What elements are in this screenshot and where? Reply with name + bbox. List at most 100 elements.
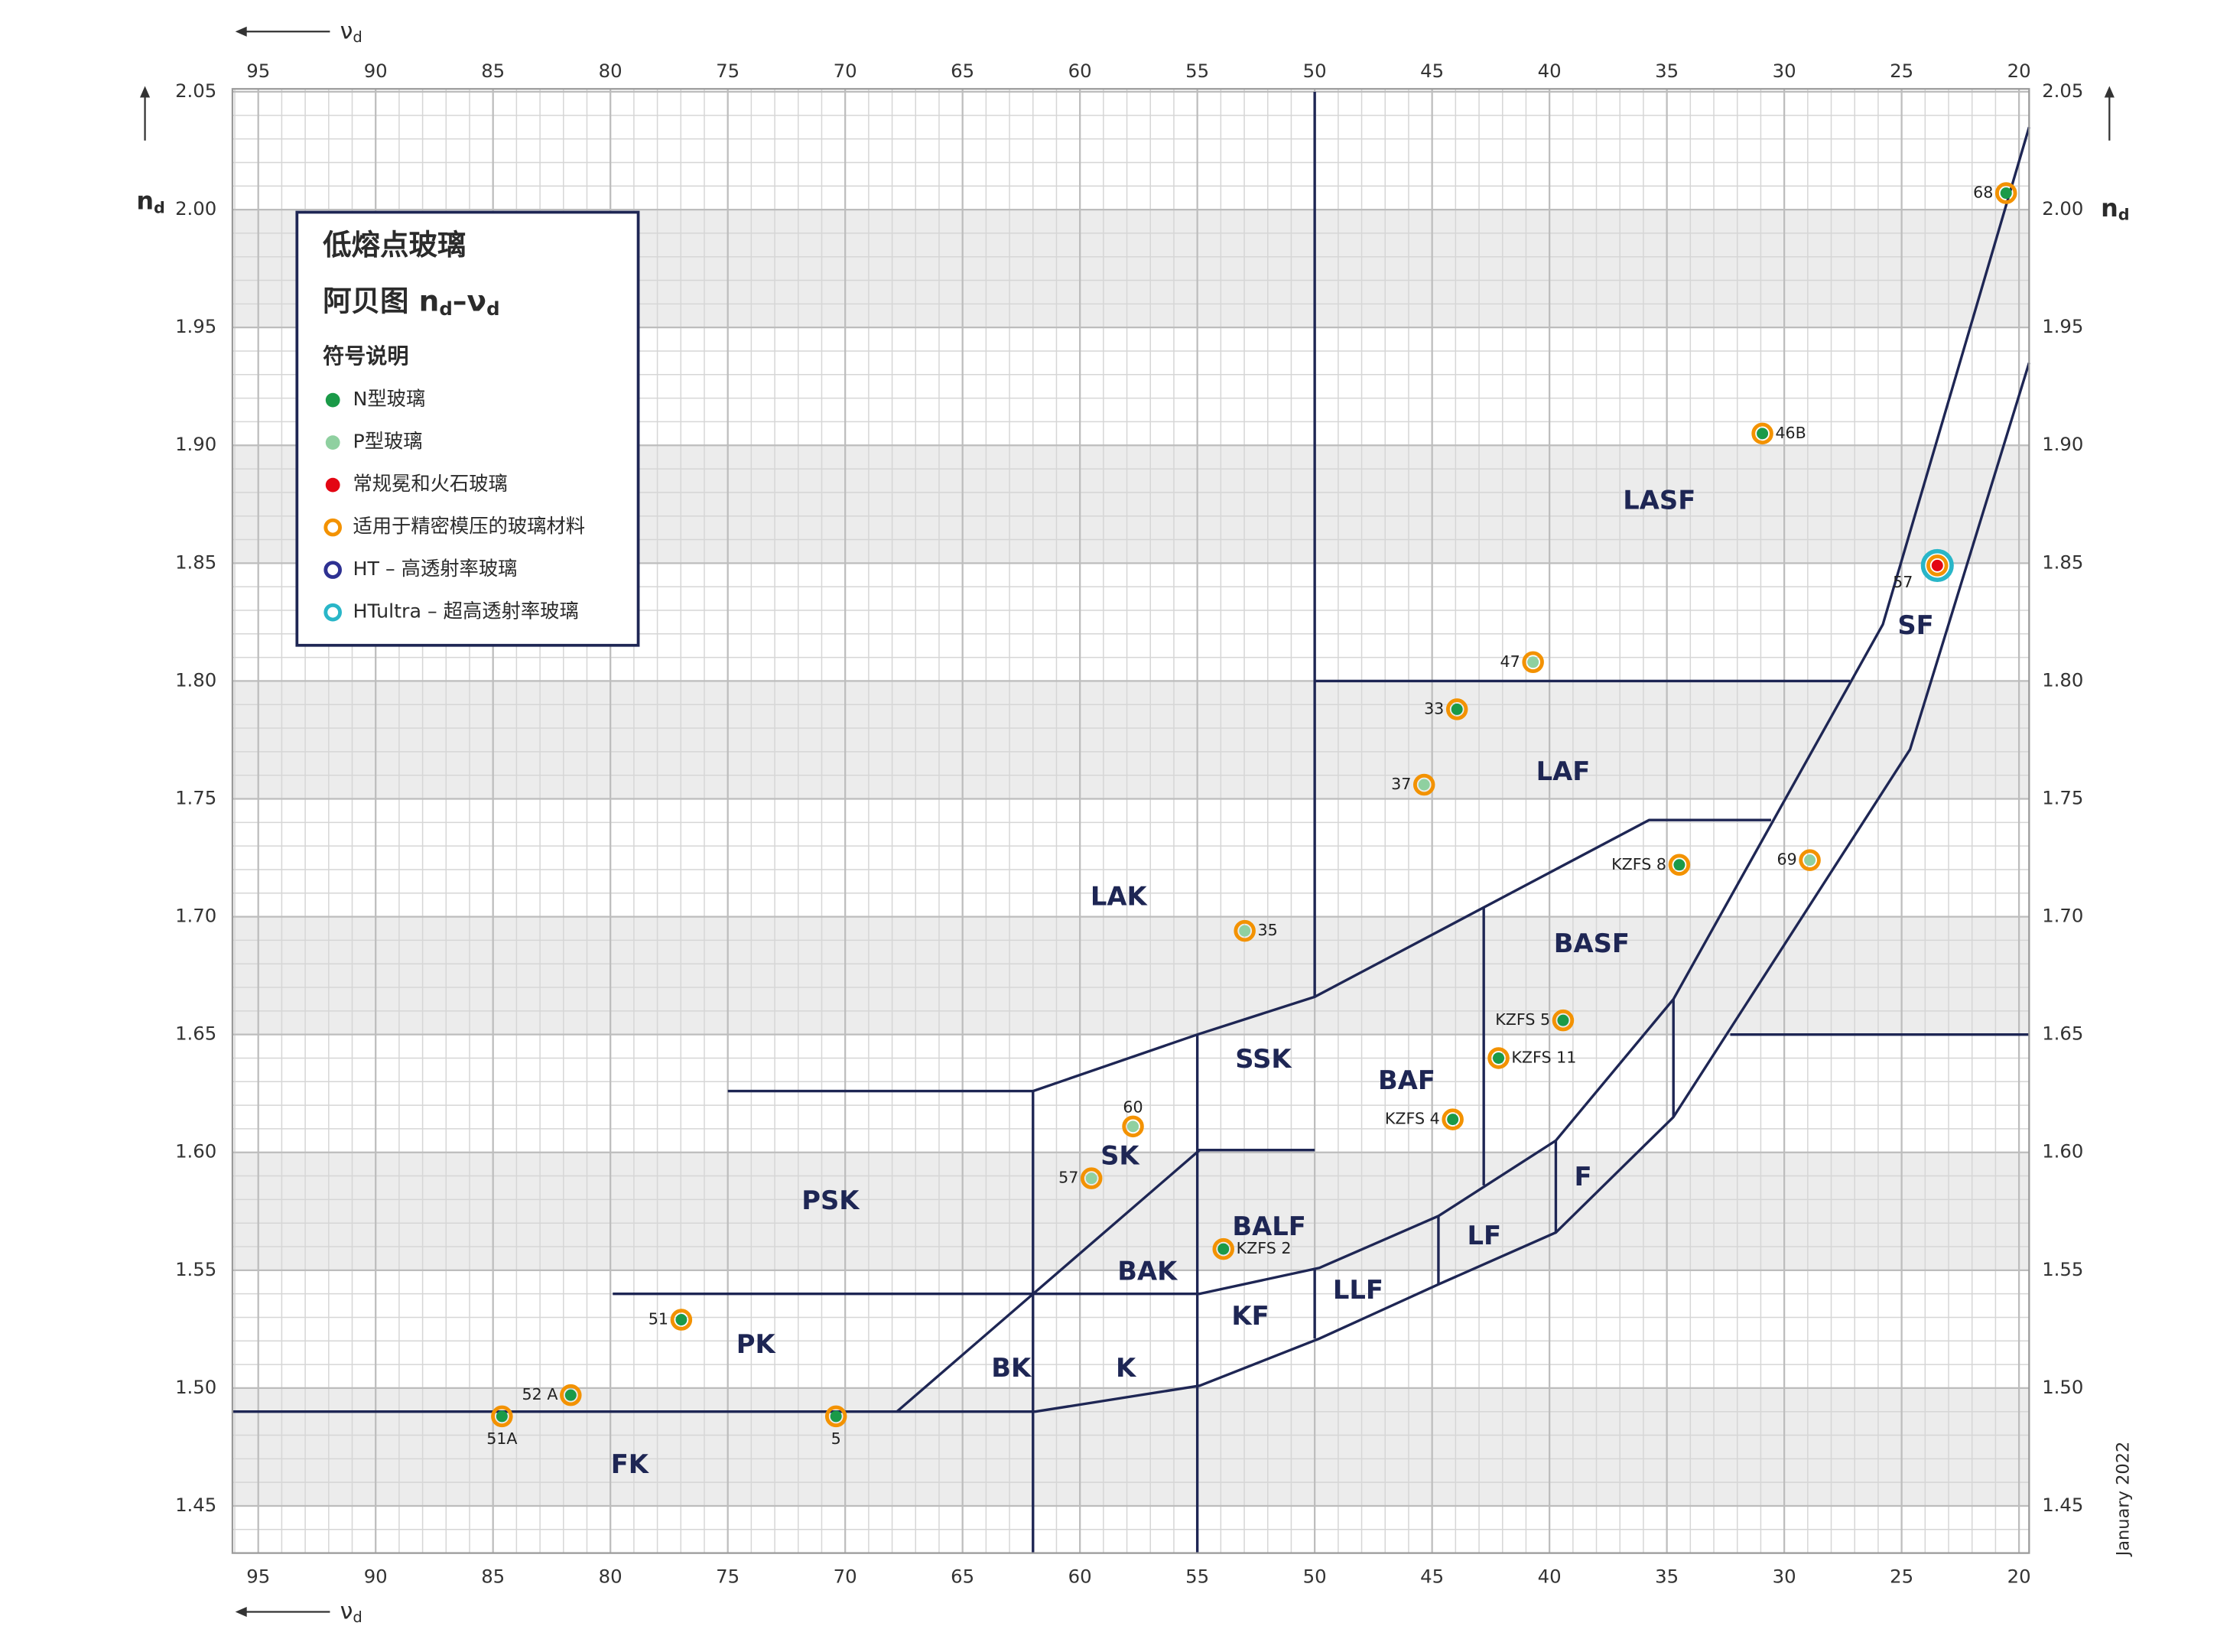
y-axis-label-part: d [154,198,165,216]
point-label: 37 [1391,775,1411,793]
point-label: KZFS 5 [1495,1010,1550,1029]
y-tick-label: 1.75 [175,786,216,808]
axes: 95 95 90 90 85 85 80 80 75 75 70 70 65 65 60 60 55 55 50 50… [136,18,2133,1626]
point [1217,1243,1230,1255]
region-label: FK [611,1449,650,1479]
region-label: PK [736,1329,777,1359]
point-ring [824,1405,847,1428]
x-tick-label: 80 [599,1566,623,1588]
axis-arrowhead [140,86,151,98]
band [232,916,2030,1035]
x-tick-label: 85 [481,1566,505,1588]
x-tick-label: 45 [1420,1566,1444,1588]
point-ring [491,1405,513,1428]
x-tick-label: 50 [1303,1566,1327,1588]
point-label: 51 [649,1310,668,1328]
point-label: 57 [1893,573,1913,591]
point-ring [1522,651,1544,674]
point [1557,1014,1569,1026]
x-tick-label: 95 [246,1566,270,1588]
legend-subtitle-part: d [486,298,499,320]
point-label: 46B [1775,424,1806,442]
x-axis-label-part: ν [340,18,353,44]
region-label: SK [1100,1140,1140,1170]
point-label: KZFS 11 [1511,1048,1576,1066]
band [232,1152,2030,1270]
legend-label: HTultra – 超高透射率玻璃 [353,600,578,623]
point-ring [1445,698,1468,720]
point [830,1410,842,1423]
point-ring [1751,422,1773,445]
legend-marker [323,603,343,622]
point [564,1389,577,1401]
y-tick-label: 1.60 [175,1140,216,1163]
y-tick-label: 1.60 [2042,1140,2083,1163]
point-ring [1668,854,1691,876]
y-axis-label-part: n [2101,193,2118,223]
x-tick-label: 20 [2007,60,2031,82]
point [1418,779,1430,791]
y-tick-label: 1.55 [2042,1258,2083,1280]
x-tick-label: 55 [1185,60,1209,82]
x-axis-label: νd [340,18,362,46]
legend-subtitle-part: 阿贝图 n [323,284,439,317]
region-label: BALF [1232,1211,1305,1241]
x-tick-label: 40 [1538,1566,1562,1588]
legend-subtitle: 阿贝图 nd–νd [323,284,499,320]
y-tick-label: 2.05 [175,80,216,102]
y-tick-label: 1.65 [2042,1023,2083,1045]
point [1757,428,1769,440]
y-tick-label: 1.90 [175,433,216,455]
point-ring [1234,919,1256,942]
y-tick-label: 1.85 [2042,551,2083,573]
x-tick-label: 70 [834,60,857,82]
band [232,1387,2030,1506]
region-label: SSK [1235,1044,1292,1074]
point [1451,703,1463,715]
region-label: LASF [1623,486,1695,515]
point [1493,1052,1505,1064]
y-tick-label: 1.80 [175,668,216,691]
x-tick-label: 55 [1185,1566,1209,1588]
axis-arrowhead [235,26,247,37]
legend-label: 常规冕和火石玻璃 [353,473,507,495]
x-tick-label: 70 [834,1566,857,1588]
x-tick-label: 60 [1068,60,1092,82]
y-tick-label: 2.05 [2042,80,2083,102]
point [1527,656,1539,668]
point [2000,187,2012,200]
point [1127,1120,1139,1133]
region-label: BK [991,1353,1032,1383]
y-tick-label: 1.50 [2042,1376,2083,1398]
x-tick-label: 75 [716,60,740,82]
y-tick-label: 1.90 [2042,433,2083,455]
point-label: KZFS 8 [1611,855,1666,873]
point-label: 57 [1058,1169,1078,1187]
point [1673,859,1686,871]
y-axis-label: nd [136,186,165,216]
region-label: LLF [1333,1275,1383,1305]
legend-box [295,210,640,647]
legend-title: 低熔点玻璃 [323,228,466,262]
x-tick-label: 25 [1890,60,1913,82]
y-tick-label: 1.45 [175,1494,216,1516]
point-ring [1080,1167,1103,1189]
region-label: F [1575,1162,1592,1192]
x-axis-label-part: d [353,1608,362,1626]
grid [232,89,2030,1554]
x-tick-label: 30 [1773,1566,1796,1588]
region-label: K [1116,1353,1137,1383]
region-label: LF [1468,1221,1502,1250]
point-label: 68 [1973,184,1993,202]
x-tick-label: 65 [951,1566,974,1588]
point [675,1314,688,1326]
point [1804,854,1816,867]
point [496,1410,508,1423]
point-label: 51A [486,1429,517,1448]
x-tick-label: 85 [481,60,505,82]
y-tick-label: 1.50 [175,1376,216,1398]
region-label: SF [1897,610,1933,640]
